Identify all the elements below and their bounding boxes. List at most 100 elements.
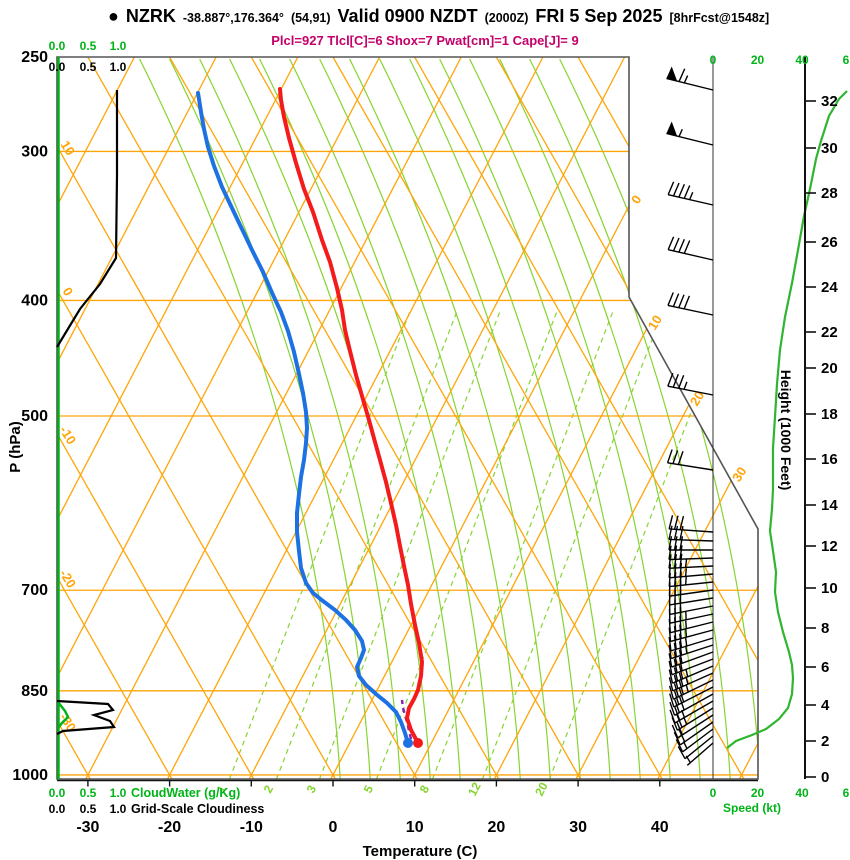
barb-feather (668, 545, 672, 560)
barb-staff (684, 735, 714, 760)
height-tick-label: 4 (821, 697, 830, 714)
barb-feather (678, 672, 684, 687)
cloud-profiles (56, 57, 119, 779)
barb-feather (668, 653, 673, 668)
barb-staff (669, 613, 714, 624)
temperature-curve (278, 87, 425, 745)
mixing-ratio-label: 20 (532, 780, 551, 799)
cloudiness-scale-top: 0.5 (80, 60, 97, 74)
barb-feather (679, 526, 684, 540)
barb-staff (671, 651, 714, 668)
barb-feather (673, 635, 677, 650)
isotherm-left-label: -10 (56, 423, 79, 447)
barb-feather (673, 625, 677, 641)
pressure-tick-label: 250 (21, 49, 48, 66)
speed-scale-bottom-label: 20 (751, 786, 765, 800)
barb-feather (678, 728, 686, 743)
isotherm-left-label: -20 (56, 567, 79, 591)
temperature-axis-title: Temperature (C) (363, 843, 478, 860)
cloudiness-caption: Grid-Scale Cloudiness (131, 802, 264, 816)
valid-time: Valid 0900 NZDT (337, 6, 478, 26)
stability-parameters: Plcl=927 Tlcl[C]=6 Shox=7 Pwat[cm]=1 Cap… (271, 33, 579, 48)
barb-feather (673, 536, 678, 551)
barb-feather (678, 183, 686, 198)
station-bullet-icon: ● (108, 6, 119, 26)
barb-feather (678, 238, 686, 253)
isotherm-diagonal-label: 10 (645, 312, 665, 332)
barb-feather (679, 545, 683, 560)
barb-half-feather (685, 668, 689, 677)
barb-half-feather (685, 620, 688, 629)
barb-staff (679, 721, 714, 746)
height-tick-label: 24 (821, 279, 838, 296)
cloudwater-caption: CloudWater (g/Kg) (131, 786, 240, 800)
barb-feather (671, 724, 679, 739)
speed-scale-bottom-label: 0 (710, 786, 717, 800)
barb-feather (673, 690, 680, 705)
height-tick-label: 0 (821, 769, 829, 786)
barb-half-feather (685, 638, 688, 647)
barb-feather (676, 721, 684, 736)
pressure-tick-label: 300 (21, 143, 48, 160)
barb-feather (666, 449, 673, 464)
barb-half-feather (685, 676, 689, 685)
cloudiness-scale-bottom: 1.0 (110, 802, 127, 816)
barb-feather (678, 688, 685, 703)
cloudiness-scale-bottom: 0.0 (49, 802, 66, 816)
temp-tick-label: 40 (651, 819, 669, 836)
barb-staff (673, 679, 714, 700)
barb-staff (669, 573, 714, 579)
isotherm-left-label: 0 (60, 285, 77, 299)
barb-feather (673, 683, 680, 698)
barb-staff (666, 132, 714, 146)
height-axis-title: Height (1000 Feet) (778, 370, 794, 491)
barb-feather (668, 525, 673, 540)
cloudwater-scale-top: 0.5 (80, 39, 97, 53)
barb-feather (683, 295, 691, 310)
barb-feather (668, 660, 673, 675)
barb-half-feather (685, 755, 691, 764)
barb-staff (669, 565, 714, 570)
pressure-axis-title: P (hPa) (7, 421, 24, 472)
barb-feather (679, 515, 685, 530)
barb-feather (683, 185, 691, 199)
temp-tick-label: 0 (329, 819, 338, 836)
cloud-scales: 0.0 0.0 0.0 0.0 0.5 0.5 0.5 0.5 1.0 1.0 1.0 1.0 Clou… (49, 39, 265, 816)
barb-feather (668, 627, 672, 642)
barb-feather (668, 554, 672, 569)
station-id: NZRK (125, 6, 176, 26)
barb-staff (670, 621, 714, 634)
speed-scale-top-label: 40 (795, 53, 809, 67)
speed-scale-bottom-label: 6 (843, 786, 850, 800)
barb-half-feather (684, 559, 688, 568)
temp-tick-label: 10 (406, 819, 424, 836)
height-tick-label: 12 (821, 538, 838, 555)
height-tick-label: 2 (821, 733, 829, 750)
cloudwater-scale-bottom: 0.0 (49, 786, 66, 800)
barb-feather (679, 633, 683, 648)
pressure-axis: 250 300 400 500 700 850 1000 P (hPa) (7, 49, 48, 784)
barb-feather (667, 372, 674, 387)
barb-half-feather (685, 629, 688, 638)
barb-feather (678, 696, 685, 711)
speed-scale-bottom-label: 40 (795, 786, 809, 800)
forecast-info: [8hrFcst@1548z] (669, 11, 770, 25)
speed-scale-top-label: 6 (843, 53, 850, 67)
barb-feather (672, 450, 679, 464)
barb-feather (678, 641, 683, 656)
barb-feather (679, 553, 683, 568)
barb-staff (667, 462, 714, 471)
pressure-tick-label: 500 (21, 408, 48, 425)
barb-staff (686, 742, 714, 766)
barb-feather (677, 451, 684, 465)
cloudiness-scale-bottom: 0.5 (80, 802, 97, 816)
barb-half-feather (685, 645, 688, 654)
pressure-tick-label: 400 (21, 292, 48, 309)
grid (57, 57, 758, 779)
barb-feather (679, 624, 682, 639)
height-tick-label: 22 (821, 324, 838, 341)
barb-staff (672, 665, 714, 684)
